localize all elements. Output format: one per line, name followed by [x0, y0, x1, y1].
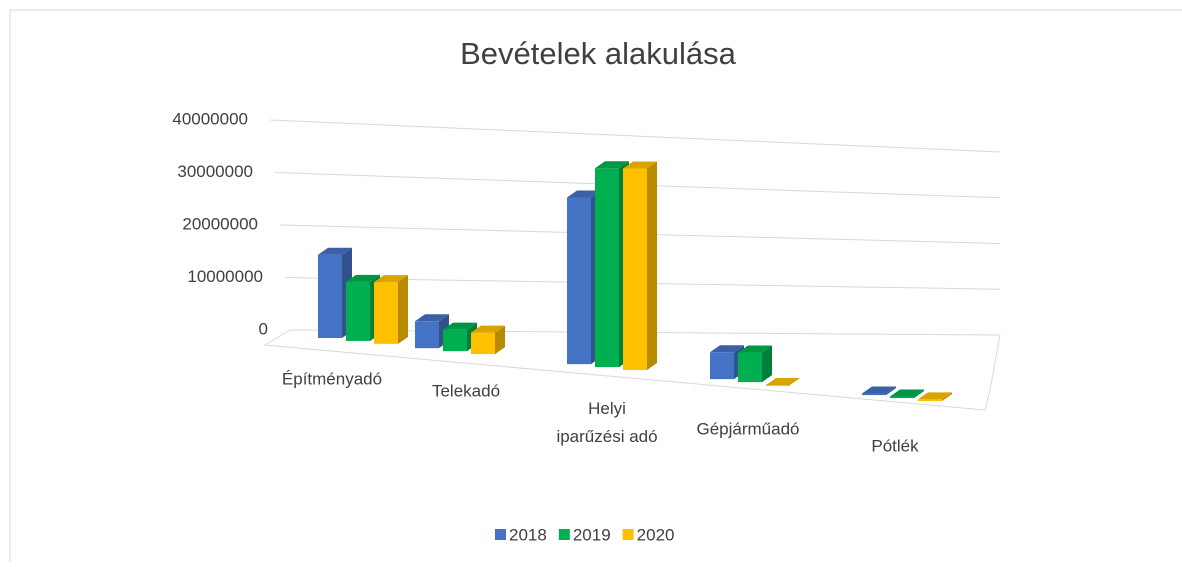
bar-front [443, 329, 467, 352]
legend-swatch [495, 529, 506, 540]
bar-front [890, 396, 914, 399]
bar-top [890, 389, 924, 397]
bar [862, 386, 896, 396]
bar-top [918, 392, 952, 400]
x-tick-label: Telekadó [432, 381, 500, 400]
bar-side [942, 392, 952, 401]
legend-label: 2018 [509, 525, 547, 544]
bar [471, 325, 505, 355]
bar-top [710, 345, 744, 353]
legend-swatch [558, 529, 570, 540]
bar-side [398, 275, 408, 344]
legend-label: 2019 [573, 525, 611, 544]
y-tick-label: 30000000 [177, 162, 253, 181]
bar-front [374, 282, 398, 344]
legend-swatch [622, 529, 634, 540]
bar-top [318, 247, 352, 255]
bar-top [374, 275, 408, 283]
bar-top [346, 274, 380, 282]
bar-top [623, 161, 657, 169]
bar-side [914, 389, 924, 399]
bar-side [886, 386, 896, 396]
bar-top [738, 345, 772, 353]
bar [623, 161, 657, 371]
bar [918, 392, 952, 401]
bar-front [415, 321, 439, 349]
x-tick-label: Pótlék [871, 436, 919, 455]
legend-label: 2020 [637, 525, 675, 544]
bar-front [567, 197, 591, 365]
bar-front [471, 332, 495, 355]
x-tick-label: Helyi iparűzési adó [556, 399, 657, 446]
bar-front [318, 254, 342, 338]
grid-line [269, 119, 1001, 153]
bar-side [647, 161, 657, 371]
floor [263, 329, 1001, 411]
bar-front [918, 399, 942, 401]
bar-side [762, 345, 772, 383]
bar-top [567, 190, 601, 198]
y-tick-label: 40000000 [172, 109, 248, 128]
y-tick-label: 10000000 [187, 267, 263, 286]
bar [890, 389, 924, 399]
x-tick-label: Építményadó [282, 369, 382, 388]
bar-top [471, 325, 505, 333]
y-tick-label: 20000000 [182, 214, 258, 233]
bar [766, 378, 800, 387]
bar [374, 275, 408, 344]
y-tick-label: 0 [259, 319, 268, 338]
bar-top [862, 386, 896, 394]
bar-top [415, 314, 449, 322]
bar-front [710, 352, 734, 380]
bar-side [495, 325, 505, 355]
bar-front [862, 393, 886, 396]
bar-front [346, 281, 370, 341]
x-tick-label: Gépjárműadó [696, 419, 799, 438]
bar-front [766, 385, 790, 387]
bar-top [766, 378, 800, 386]
chart-title: Bevételek alakulása [460, 36, 736, 71]
bar-front [623, 168, 647, 371]
bar-front [738, 352, 762, 383]
bar-top [595, 161, 629, 169]
bar-front [595, 168, 619, 368]
bar [738, 345, 772, 383]
bar-top [443, 322, 477, 330]
